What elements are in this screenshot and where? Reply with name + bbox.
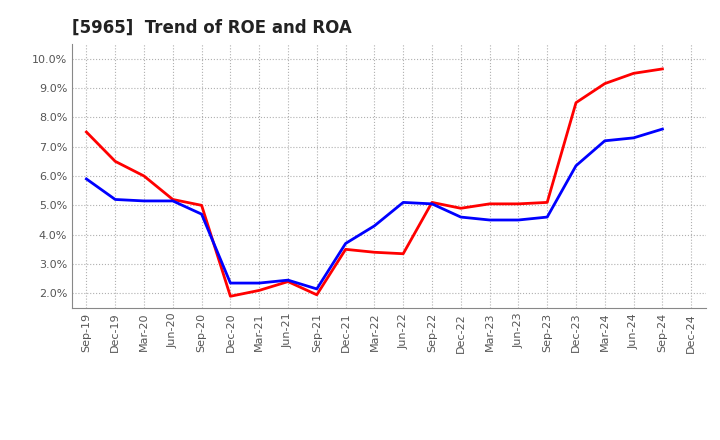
ROA [197, 212, 206, 217]
ROE [543, 200, 552, 205]
ROA [543, 214, 552, 220]
ROA [341, 241, 350, 246]
ROE [312, 292, 321, 297]
ROE [600, 81, 609, 86]
ROE [456, 205, 465, 211]
Line: ROE: ROE [86, 69, 662, 296]
ROA [168, 198, 177, 204]
ROA [111, 197, 120, 202]
ROA [255, 280, 264, 286]
ROE [341, 247, 350, 252]
ROA [312, 286, 321, 292]
ROE [399, 251, 408, 257]
ROE [255, 288, 264, 293]
ROA [485, 217, 494, 223]
ROE [284, 279, 292, 284]
ROA [428, 201, 436, 206]
ROA [284, 278, 292, 283]
ROA [370, 223, 379, 228]
ROE [485, 201, 494, 206]
Text: [5965]  Trend of ROE and ROA: [5965] Trend of ROE and ROA [72, 19, 352, 37]
ROA [658, 126, 667, 132]
ROE [658, 66, 667, 72]
ROA [572, 163, 580, 169]
ROE [514, 201, 523, 206]
ROE [111, 159, 120, 164]
ROA [399, 200, 408, 205]
ROA [82, 176, 91, 182]
ROA [226, 280, 235, 286]
ROE [168, 197, 177, 202]
ROA [140, 198, 148, 204]
ROE [370, 249, 379, 255]
ROA [514, 217, 523, 223]
ROE [82, 129, 91, 135]
ROE [572, 100, 580, 105]
ROE [428, 200, 436, 205]
ROA [629, 135, 638, 140]
ROE [629, 71, 638, 76]
Line: ROA: ROA [86, 129, 662, 289]
ROA [456, 214, 465, 220]
ROE [140, 173, 148, 179]
ROE [226, 293, 235, 299]
ROE [197, 203, 206, 208]
ROA [600, 138, 609, 143]
